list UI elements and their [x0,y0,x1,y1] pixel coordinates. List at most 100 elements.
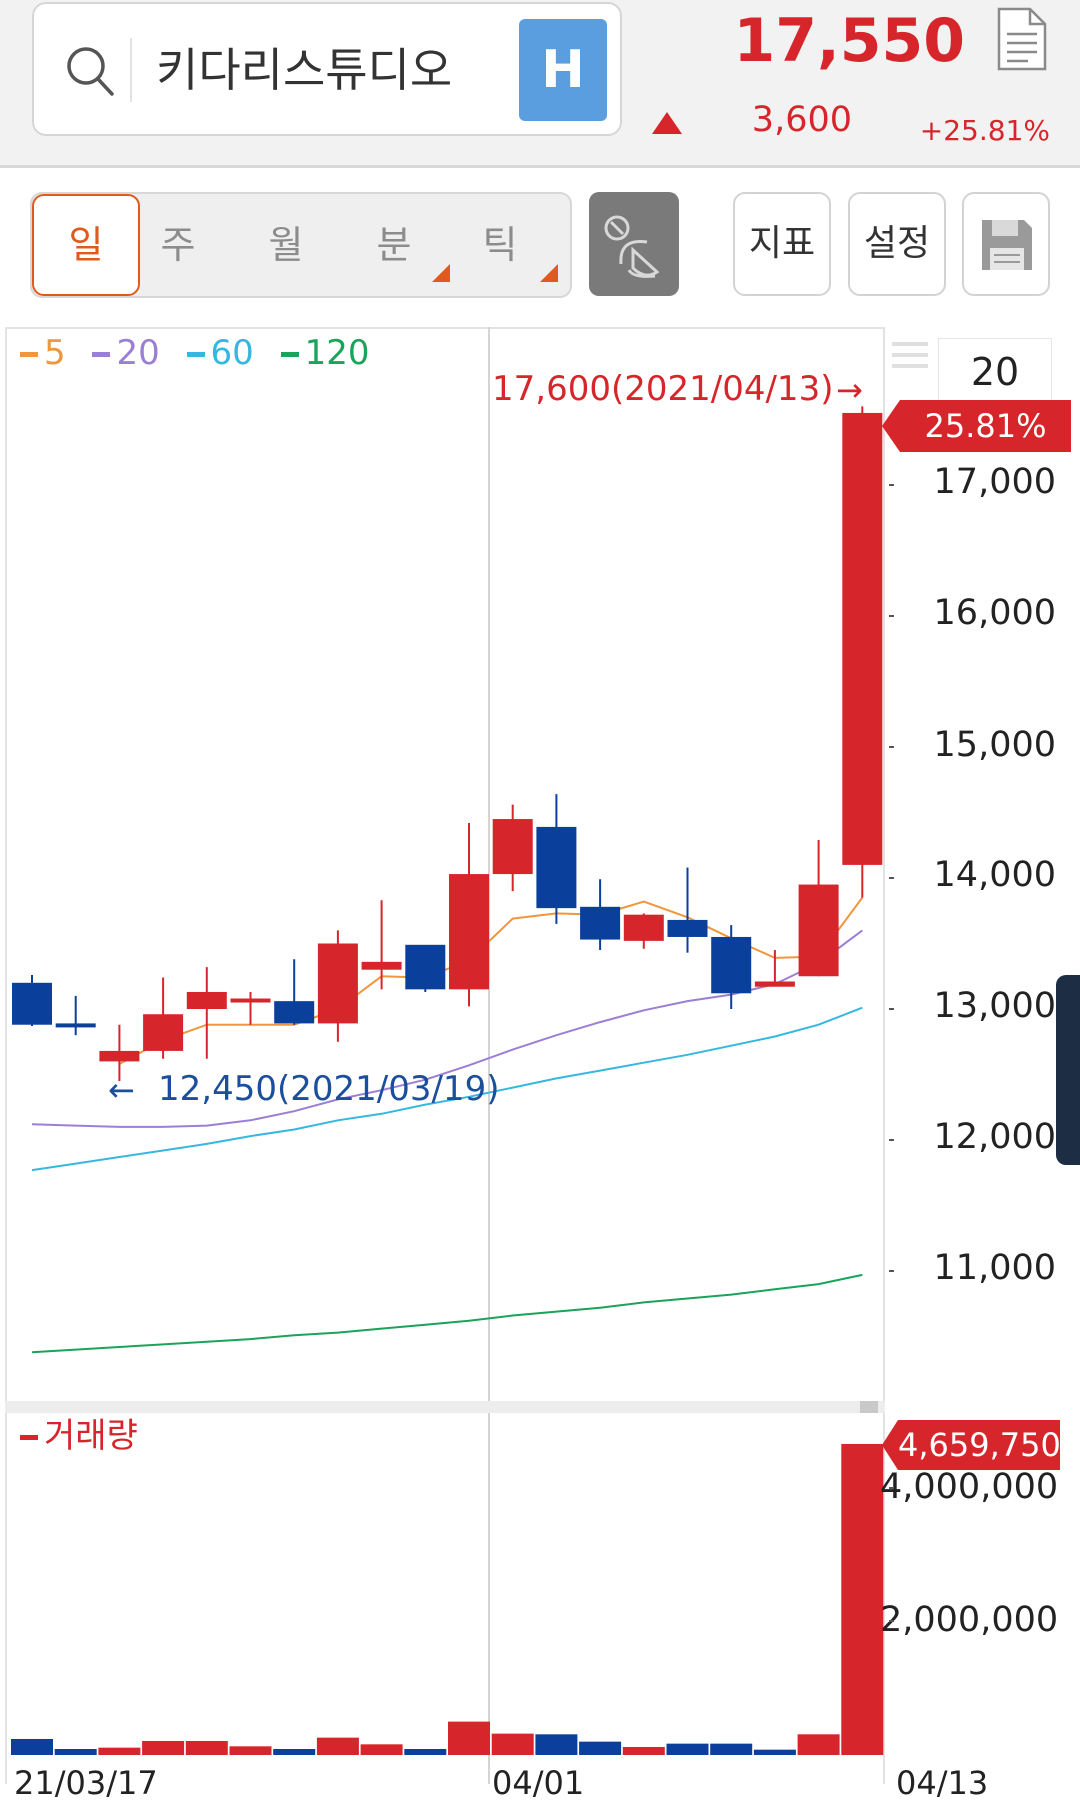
tab-tick[interactable]: 틱 [482,223,518,267]
candle-body [186,991,227,1009]
candles [12,406,883,1082]
y-tick [889,1139,894,1141]
stock-search-box[interactable]: 키다리스튜디오 H [32,2,622,136]
side-drawer-tab[interactable] [1056,975,1080,1165]
ma120-line [31,1273,863,1354]
price-change: 3,600 [751,100,852,140]
stock-name[interactable]: 키다리스튜디오 [156,43,453,97]
candle-body [230,998,271,1003]
candle-body [274,1001,315,1024]
volume-bar [54,1748,97,1755]
volume-bar [535,1734,578,1755]
vol-tick [889,1620,894,1622]
current-pct-tag: 25.81% [900,400,1071,452]
chart-frame [5,327,885,1784]
candle-body [12,982,52,1025]
candle-body [580,906,621,940]
volume-bars [11,1443,884,1755]
satellite-button[interactable] [589,192,679,296]
period-count-box[interactable]: 20 [938,338,1052,408]
volume-bar [316,1737,359,1755]
pct-tag-tip [882,400,900,452]
volume-bar [666,1743,709,1755]
legend-ma120: 120 [280,333,370,373]
menu-lines-icon[interactable] [892,342,928,382]
y-tick [889,1008,894,1010]
volume-bar [579,1741,622,1755]
y-tick [889,746,894,748]
volume-bar [797,1734,840,1755]
candle-body [667,919,708,937]
price-change-percent: +25.81% [919,114,1050,147]
legend-ma20: 20 [92,333,160,373]
tick-options-corner-icon [540,264,558,282]
y-label-15000: 15,000 [933,725,1056,765]
y-label-14000: 14,000 [933,855,1056,895]
y-label-12000: 12,000 [933,1117,1056,1157]
y-tick [889,1270,894,1272]
legend-ma60: 60 [186,333,254,373]
high-price-annotation: 17,600(2021/04/13) [492,369,834,409]
y-tick [889,484,894,486]
ma60-path [31,1006,863,1172]
candle-body [55,1023,96,1028]
low-price-annotation: 12,450(2021/03/19) [158,1069,500,1109]
y-label-16000: 16,000 [933,593,1056,633]
volume-bar [841,1443,884,1755]
up-arrow-icon [652,112,682,134]
current-price: 17,550 [733,6,965,76]
pane-divider-handle[interactable] [860,1401,878,1413]
volume-bar [360,1744,403,1755]
volume-bar [622,1746,665,1755]
y-tick [889,877,894,879]
candle-body [842,412,883,865]
ma20-line [31,929,863,1128]
volume-bar [273,1748,316,1755]
volume-bar [491,1733,534,1755]
search-icon[interactable] [62,42,122,102]
left-arrow-icon: ← [108,1071,135,1109]
candle-body [143,1014,184,1051]
candle-body [754,981,795,987]
volume-legend: 거래량 [20,1408,138,1457]
candle-body [623,914,664,941]
month-separator-line [488,327,490,1784]
settings-button[interactable]: 설정 [848,192,946,296]
y-tick [889,615,894,617]
y-label-13000: 13,000 [933,986,1056,1026]
indicator-button[interactable]: 지표 [733,192,831,296]
tab-month[interactable]: 월 [268,223,304,267]
ma120-path [31,1273,863,1354]
volume-bar [185,1740,228,1755]
volume-bar [710,1743,753,1755]
candle-body [711,936,752,994]
ma-legend: 5 20 60 120 [20,333,386,373]
vol-tick [889,1487,894,1489]
candle-body [449,874,489,990]
current-volume-tag: 4,659,750 [898,1420,1061,1470]
vol-label-4000000: 4,000,000 [880,1467,1059,1507]
candle-body [536,826,577,909]
tab-week[interactable]: 주 [160,223,196,267]
candle-body [405,944,446,990]
y-label-17000: 17,000 [933,462,1056,502]
right-arrow-icon: → [836,371,863,409]
x-label-start: 21/03/17 [14,1764,158,1802]
save-icon [982,220,1032,270]
x-label-end: 04/13 [896,1764,989,1802]
candle-body [317,943,358,1024]
tab-day[interactable]: 일 [32,194,140,296]
ma20-path [31,929,863,1128]
document-icon[interactable] [996,6,1048,72]
pane-divider[interactable] [5,1401,885,1413]
h-badge-button[interactable]: H [519,19,607,121]
volume-bar [448,1721,490,1755]
volume-bar [142,1740,185,1755]
legend-ma5: 5 [20,333,66,373]
candle-body [99,1050,140,1062]
vol-label-2000000: 2,000,000 [880,1600,1059,1640]
y-label-11000: 11,000 [933,1248,1056,1288]
save-button[interactable] [962,192,1050,296]
tab-minute[interactable]: 분 [376,223,412,267]
